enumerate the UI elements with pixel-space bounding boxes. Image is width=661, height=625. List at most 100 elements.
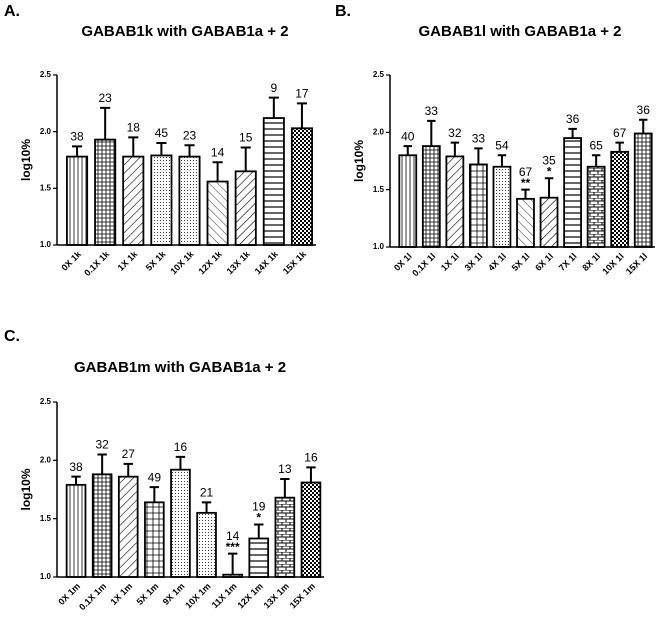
- bar: [196, 511, 217, 578]
- y-tick-label: 1.0: [40, 572, 52, 581]
- y-axis-label: log10%: [19, 139, 33, 181]
- n-label: 27: [122, 447, 136, 461]
- n-label: 21: [200, 486, 214, 500]
- n-label: 49: [148, 470, 162, 484]
- error-bar: [123, 462, 133, 477]
- x-tick-label: 10X 1k: [168, 248, 196, 276]
- x-tick-label: 1X 1m: [109, 581, 135, 607]
- x-tick-label: 1X 1l: [439, 251, 461, 273]
- bar: [170, 468, 191, 578]
- error-bar: [306, 466, 316, 483]
- x-tick-label: 13X 1k: [225, 248, 253, 276]
- bar: [586, 165, 606, 248]
- error-bar: [201, 501, 212, 513]
- x-tick-label: 13X 1m: [262, 581, 291, 610]
- n-label: 18: [127, 121, 141, 135]
- n-label: 15: [239, 131, 253, 145]
- bar: [492, 165, 512, 248]
- n-label: 9: [270, 81, 277, 95]
- x-tick-label: 0X 1k: [59, 248, 83, 272]
- x-tick-label: 0.1X 1k: [82, 248, 112, 278]
- error-bar: [615, 141, 624, 152]
- bar: [94, 138, 117, 246]
- n-label: 32: [95, 438, 109, 452]
- n-label: 36: [566, 112, 580, 126]
- n-label: 65: [589, 138, 603, 152]
- error-bar: [638, 118, 648, 134]
- error-bar: [544, 177, 554, 198]
- x-tick-label: 7X 1l: [557, 251, 579, 273]
- x-tick-label: 14X 1k: [253, 248, 281, 276]
- bar: [633, 132, 653, 248]
- x-tick-label: 5X 1k: [144, 248, 168, 272]
- error-bar: [240, 146, 251, 172]
- bar: [421, 145, 441, 248]
- x-tick-label: 10X 1l: [600, 251, 625, 276]
- n-label: 67: [519, 165, 533, 179]
- n-label: 14: [211, 145, 225, 159]
- chart-title: GABAB1l with GABAB1a + 2: [419, 23, 622, 40]
- n-label: 23: [183, 128, 197, 142]
- bar: [117, 475, 139, 578]
- n-label: 54: [495, 138, 509, 152]
- bar: [290, 127, 313, 246]
- chart-title: GABAB1k with GABAB1a + 2: [81, 23, 288, 40]
- error-bar: [280, 478, 290, 498]
- n-label: 38: [69, 460, 83, 474]
- x-tick-label: 12X 1m: [235, 581, 264, 610]
- bar: [206, 180, 229, 246]
- bar: [91, 473, 113, 578]
- y-tick-label: 2.5: [373, 70, 385, 79]
- x-tick-label: 8X 1l: [580, 251, 602, 273]
- error-bar: [497, 154, 507, 167]
- x-tick-label: 15X 1k: [281, 248, 309, 276]
- panel-label: A.: [4, 3, 20, 20]
- error-bar: [591, 154, 601, 167]
- error-bar: [184, 144, 195, 157]
- error-bar: [254, 523, 264, 539]
- bar: [178, 155, 201, 246]
- error-bar: [71, 145, 83, 157]
- panel-label: C.: [4, 328, 20, 345]
- x-tick-label: 1X 1k: [116, 248, 140, 272]
- x-tick-label: 0.1X 1l: [410, 251, 437, 278]
- n-label: 17: [295, 87, 309, 101]
- significance: **: [521, 176, 531, 190]
- error-bar: [427, 119, 436, 147]
- n-label: 35: [542, 153, 556, 167]
- x-tick-label: 10X 1m: [183, 581, 212, 610]
- error-bar: [521, 188, 530, 199]
- bar: [150, 154, 173, 246]
- significance: ***: [226, 540, 240, 554]
- y-axis-label: log10%: [352, 140, 366, 182]
- error-bar: [71, 475, 81, 485]
- error-bar: [474, 147, 483, 165]
- n-label: 16: [304, 451, 318, 465]
- x-tick-label: 6X 1l: [533, 251, 555, 273]
- n-label: 33: [472, 132, 486, 146]
- x-tick-label: 15X 1l: [624, 251, 649, 276]
- y-tick-label: 1.5: [40, 183, 52, 192]
- x-tick-label: 0.1X 1m: [77, 581, 108, 612]
- n-label: 36: [637, 103, 651, 117]
- y-tick-label: 2.0: [40, 127, 52, 136]
- bar: [516, 197, 535, 248]
- bar: [398, 154, 418, 248]
- bar: [274, 496, 296, 578]
- error-bar: [268, 96, 279, 119]
- error-bar: [296, 102, 308, 129]
- error-bar: [403, 145, 413, 156]
- error-bar: [156, 142, 167, 156]
- panel-label: B.: [335, 3, 351, 20]
- n-label: 38: [70, 130, 84, 144]
- y-tick-label: 2.0: [373, 127, 385, 136]
- x-tick-label: 5X 1m: [135, 581, 161, 607]
- x-tick-label: 15X 1m: [288, 581, 317, 610]
- error-bar: [97, 453, 107, 475]
- bar: [262, 117, 285, 246]
- n-label: 33: [425, 104, 439, 118]
- bar: [234, 170, 257, 246]
- y-tick-label: 2.0: [40, 455, 52, 464]
- bar: [66, 155, 89, 246]
